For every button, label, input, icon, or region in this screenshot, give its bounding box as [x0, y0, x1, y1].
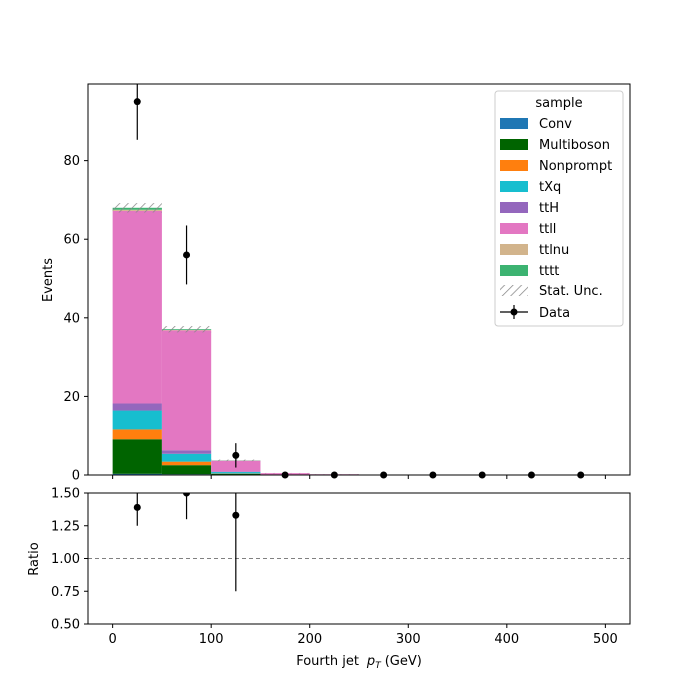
legend: sample Conv Multiboson Nonprompt tXq ttH ttll… [494, 90, 624, 327]
ratio-axes-frame [87, 492, 631, 625]
x-tick-label: 500 [593, 632, 618, 647]
main-axes-frame [87, 83, 631, 476]
ratio-points [133, 493, 240, 592]
x-axis-label-sub: T [375, 661, 382, 671]
main-y-tick-label: 60 [63, 233, 80, 248]
legend-label-nonprompt: Nonprompt [539, 159, 612, 174]
ratio-y-tick-label: 1.00 [51, 552, 80, 567]
legend-label-conv: Conv [539, 117, 572, 132]
main-y-ticks: 0 20 40 60 80 [63, 154, 88, 484]
bar-multiboson-bin-2 [211, 474, 261, 475]
data-points [133, 84, 585, 479]
legend-label-ttll: ttll [539, 222, 556, 237]
bar-nonprompt-bin-0 [112, 429, 162, 440]
data-point-0 [133, 98, 141, 106]
legend-swatch-tth [500, 202, 528, 213]
legend-swatch-ttll [500, 223, 528, 234]
legend-title: sample [535, 96, 582, 111]
bar-txq-bin-1 [161, 453, 212, 462]
bar-multiboson-bin-0 [112, 439, 162, 474]
ratio-point-2 [232, 511, 240, 519]
legend-swatch-nonprompt [500, 160, 528, 171]
bar-txq-bin-2 [211, 472, 261, 474]
ratio-y-tick-label: 1.25 [51, 519, 80, 534]
x-tick-label: 300 [396, 632, 421, 647]
data-point-1 [183, 251, 191, 259]
main-y-tick-label: 80 [63, 154, 80, 169]
ratio-y-tick-label: 1.50 [51, 487, 80, 502]
x-axis-label: Fourth jet pT (GeV) [296, 654, 422, 671]
legend-label-txq: tXq [539, 180, 561, 195]
legend-label-data: Data [539, 306, 570, 321]
x-axis-label-text: Fourth jet [296, 654, 359, 669]
legend-swatch-multiboson [500, 139, 528, 150]
stacked-histogram [112, 207, 458, 475]
ratio-x-ticks: 0 100 200 300 400 500 [108, 624, 618, 647]
ratio-y-ticks: 0.50 0.75 1.00 1.25 1.50 [51, 487, 88, 633]
x-tick-label: 100 [199, 632, 224, 647]
legend-swatch-txq [500, 181, 528, 192]
bar-nonprompt-bin-1 [161, 461, 212, 466]
legend-swatch-tttt [500, 265, 528, 276]
legend-label-tttt: tttt [539, 264, 559, 279]
legend-label-ttlnu: ttlnu [539, 243, 569, 258]
legend-label-stat-unc: Stat. Unc. [539, 284, 603, 299]
ratio-y-tick-label: 0.50 [51, 618, 80, 633]
bar-tth-bin-0 [112, 403, 162, 411]
legend-swatch-ttlnu [500, 244, 528, 255]
stat-unc-band-bin-0 [112, 203, 162, 213]
bar-conv-bin-0 [112, 473, 162, 475]
ratio-point-1 [183, 493, 191, 497]
ratio-panel: 0.50 0.75 1.00 1.25 1.50 0 100 200 300 400 500 Ra… [27, 487, 631, 671]
main-panel: 0 20 40 60 80 Events sample Conv Multiboson No… [41, 83, 631, 484]
x-tick-label: 400 [494, 632, 519, 647]
legend-swatch-stat-unc [500, 285, 528, 296]
bar-ttll-bin-0 [112, 210, 162, 404]
main-y-tick-label: 40 [63, 311, 80, 326]
bar-tth-bin-1 [161, 450, 212, 454]
bar-multiboson-bin-1 [161, 465, 212, 475]
ratio-y-tick-label: 0.75 [51, 585, 80, 600]
main-y-tick-label: 20 [63, 390, 80, 405]
legend-label-multiboson: Multiboson [539, 138, 610, 153]
data-point-2 [232, 451, 240, 459]
main-x-ticks [112, 475, 606, 479]
bar-txq-bin-0 [112, 410, 162, 430]
x-axis-label-var: p [366, 654, 375, 669]
bar-ttll-bin-1 [161, 330, 212, 451]
legend-data-marker [510, 308, 518, 316]
ratio-y-axis-label: Ratio [27, 542, 42, 575]
stat-unc-band-bin-1 [161, 326, 212, 333]
legend-items: Conv Multiboson Nonprompt tXq ttH ttll ttlnu tt… [500, 117, 612, 279]
x-tick-label: 0 [108, 632, 116, 647]
x-tick-label: 200 [297, 632, 322, 647]
x-axis-label-unit: (GeV) [385, 654, 422, 669]
main-y-axis-label: Events [41, 258, 56, 302]
legend-label-tth: ttH [539, 201, 559, 216]
legend-swatch-conv [500, 118, 528, 129]
ratio-point-0 [133, 503, 141, 511]
main-y-tick-label: 0 [72, 469, 80, 484]
